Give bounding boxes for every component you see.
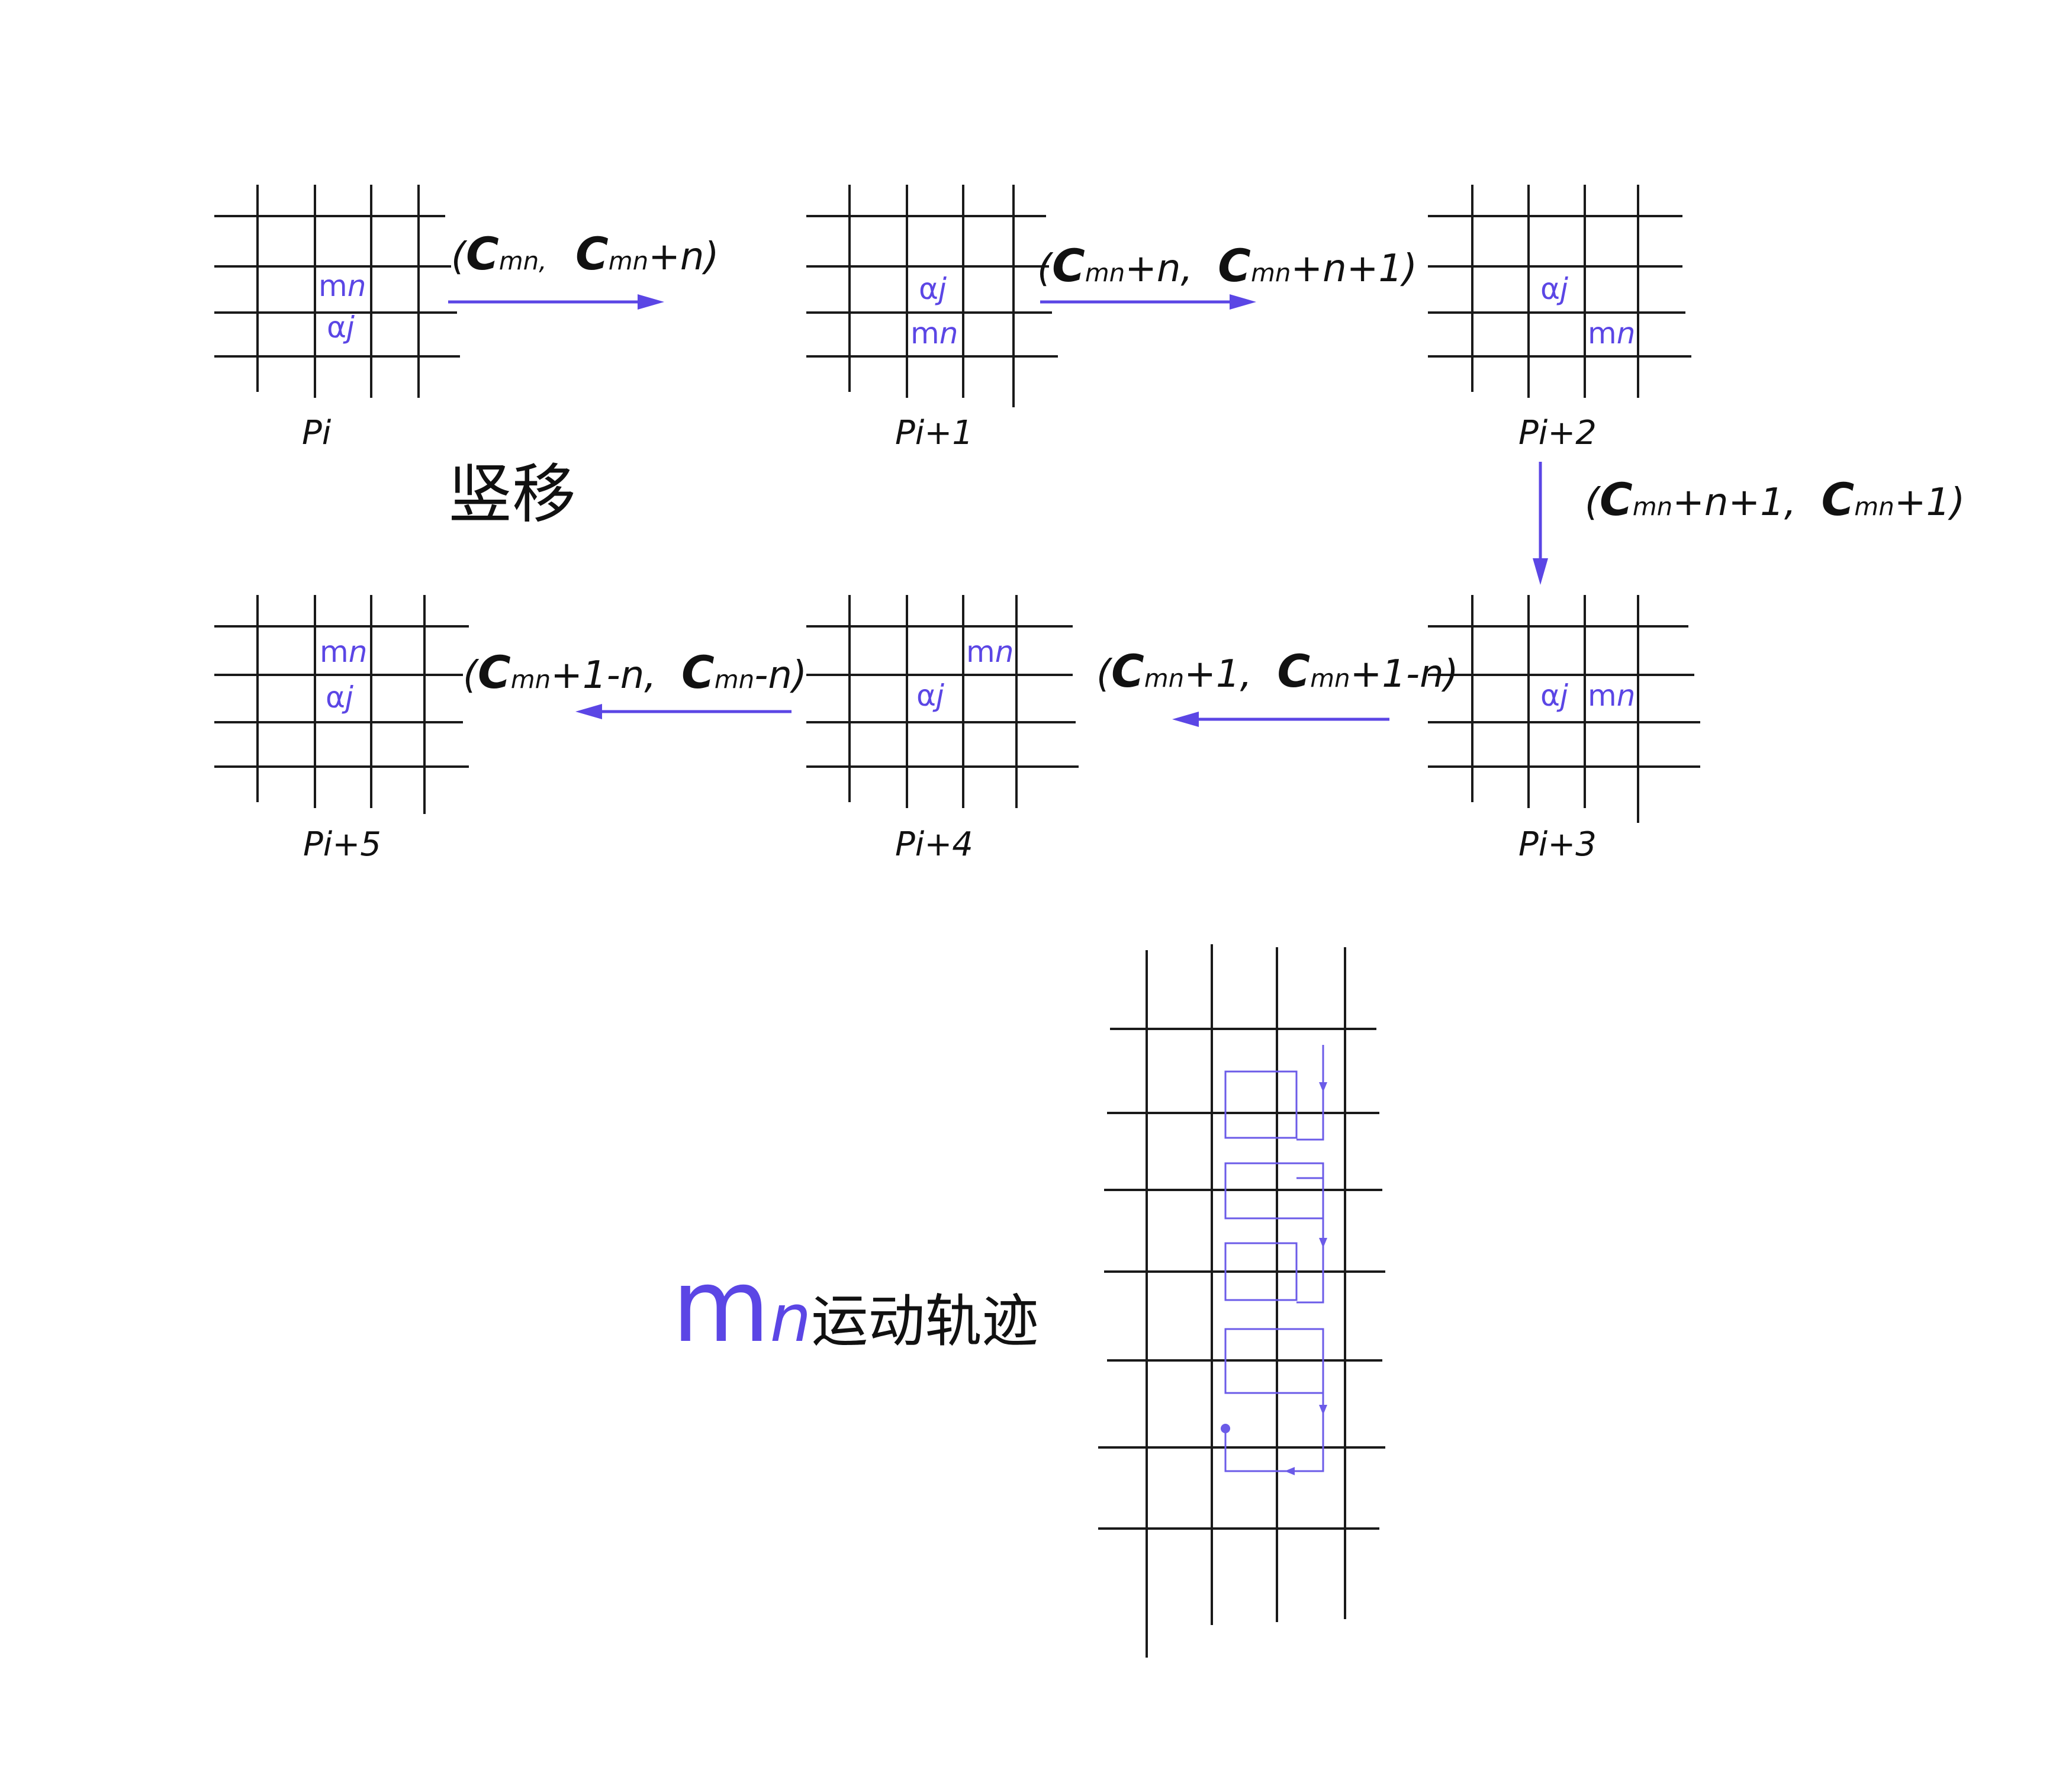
arrow-pi-plus-3-to-pi-plus-4 — [1172, 712, 1389, 727]
panel-label-pi-plus-5: Pi+5 — [303, 825, 381, 864]
arrow-pi-plus-2-to-pi-plus-3 — [1533, 462, 1548, 585]
grid-pi-plus-5 — [214, 595, 469, 814]
trajectory-grid — [1098, 944, 1385, 1658]
grid-pi-plus-1 — [806, 185, 1058, 407]
cell-alpha-j: αj — [327, 310, 355, 345]
cell-mn: mn — [318, 269, 366, 303]
cell-mn: mn — [320, 635, 367, 669]
trajectory-title: mn运动轨迹 — [672, 1248, 1038, 1365]
arrow-pi-plus-4-to-pi-plus-5 — [575, 704, 792, 719]
panel-label-pi: Pi — [302, 414, 332, 452]
transition-label-5: (Cmn+1-n, Cmn-n) — [463, 646, 807, 699]
cell-mn: mn — [1588, 678, 1635, 713]
trajectory-start-dot — [1221, 1424, 1230, 1433]
transition-label-1: (Cmn, Cmn+n) — [451, 227, 719, 280]
grid-pi-plus-3 — [1428, 595, 1700, 823]
transition-label-2: (Cmn+n, Cmn+n+1) — [1037, 239, 1417, 292]
panel-pi-plus-3: αj mn Pi+3 — [1428, 595, 1700, 864]
panel-label-pi-plus-1: Pi+1 — [895, 414, 973, 452]
panel-label-pi-plus-2: Pi+2 — [1518, 414, 1597, 452]
panel-pi-plus-5: mn αj Pi+5 — [214, 595, 469, 864]
panel-pi-plus-2: αj mn Pi+2 — [1428, 185, 1691, 452]
mode-label-vertical-shift: 竖移 — [448, 458, 576, 532]
panel-pi-plus-1: αj mn Pi+1 — [806, 185, 1058, 452]
panel-pi-plus-4: mn αj Pi+4 — [806, 595, 1079, 864]
cell-mn: mn — [966, 635, 1014, 669]
panel-label-pi-plus-4: Pi+4 — [895, 825, 973, 864]
transition-label-4: (Cmn+1, Cmn+1-n) — [1096, 645, 1459, 697]
trajectory-path — [1221, 1045, 1327, 1475]
trajectory-title-m: m — [672, 1248, 770, 1365]
panel-pi: mn αj Pi — [214, 185, 460, 452]
trajectory-title-n: n — [770, 1280, 812, 1356]
cell-alpha-j: αj — [916, 678, 944, 713]
grid-pi-plus-2 — [1428, 185, 1691, 398]
arrow-pi-to-pi-plus-1 — [448, 294, 664, 310]
grid-pi — [214, 185, 460, 398]
cell-mn: mn — [1588, 316, 1635, 350]
cell-alpha-j: αj — [1540, 678, 1568, 713]
cell-alpha-j: αj — [326, 680, 353, 715]
cell-mn: mn — [910, 316, 958, 350]
cell-alpha-j: αj — [919, 272, 947, 306]
grid-pi-plus-4 — [806, 595, 1079, 808]
cell-alpha-j: αj — [1540, 272, 1568, 306]
arrow-pi-plus-1-to-pi-plus-2 — [1040, 294, 1256, 310]
trajectory-title-caption: 运动轨迹 — [811, 1288, 1038, 1354]
transition-label-3: (Cmn+n+1, Cmn+1) — [1585, 473, 1965, 526]
panel-label-pi-plus-3: Pi+3 — [1518, 825, 1597, 864]
